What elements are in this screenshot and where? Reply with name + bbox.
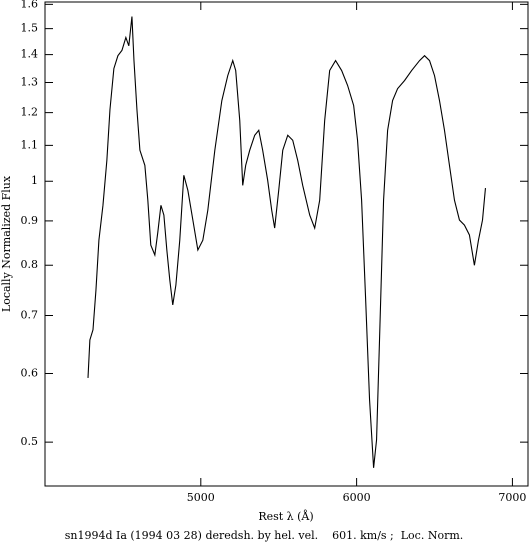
y-tick-label: 1.2: [21, 106, 39, 119]
y-tick-label: 0.6: [21, 367, 39, 380]
y-axis-label: Locally Normalized Flux: [0, 175, 13, 312]
spectrum-line: [87, 16, 487, 468]
plot-frame: [44, 1, 529, 487]
y-tick-label: 1.6: [21, 0, 39, 10]
y-tick-label: 1: [31, 174, 38, 187]
y-tick-label: 1.4: [21, 48, 39, 61]
x-tick-label: 5000: [187, 491, 215, 504]
x-axis-label: Rest λ (Å): [258, 509, 313, 523]
y-tick-label: 1.1: [21, 138, 39, 151]
y-tick-label: 0.7: [21, 308, 39, 321]
y-tick-label: 0.9: [21, 214, 39, 227]
y-tick-label: 0.5: [21, 435, 39, 448]
y-tick-label: 1.5: [21, 22, 39, 35]
x-tick-label: 6000: [343, 491, 371, 504]
caption: sn1994d Ia (1994 03 28) deredsh. by hel.…: [65, 529, 464, 542]
y-tick-label: 1.3: [21, 75, 39, 88]
x-tick-label: 7000: [498, 491, 526, 504]
y-tick-label: 0.8: [21, 258, 39, 271]
